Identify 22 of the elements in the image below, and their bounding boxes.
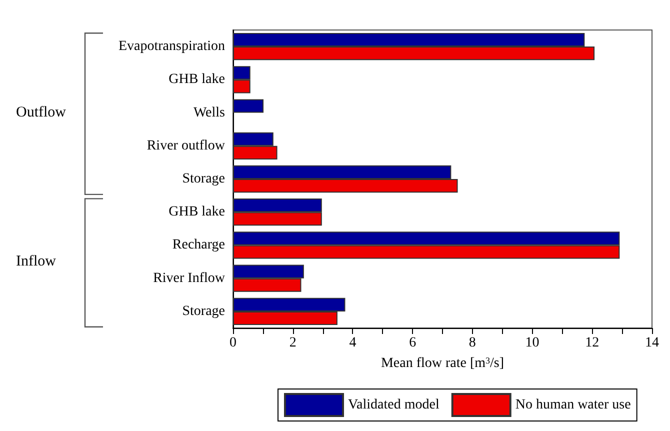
x-tick-label: 4 [349, 336, 356, 350]
x-tick-label: 2 [289, 336, 296, 350]
text: Inflow [16, 253, 56, 270]
y-tick-label: GHB lake [168, 72, 225, 88]
x-tick-label: 14 [645, 336, 659, 350]
y-tick-label: Storage [182, 304, 225, 319]
y-tick-label: Storage [182, 172, 225, 186]
text: Outflow [16, 104, 66, 120]
y-tick-label: Recharge [172, 238, 225, 253]
y-tick-label: Evapotranspiration [118, 39, 225, 54]
y-tick-label: River Inflow [153, 270, 226, 286]
y-tick-label: Wells [193, 105, 225, 120]
y-tick-label: River outflow [146, 138, 226, 154]
x-tick-label: 8 [468, 336, 476, 350]
legend-label: Validated model [348, 398, 440, 412]
x-tick-label: 10 [525, 336, 540, 350]
legend-label: No human water use [515, 398, 631, 412]
bar [233, 99, 264, 113]
x-tick-label: 12 [585, 336, 600, 350]
x-tick-label: 0 [230, 336, 236, 350]
x-tick-label: 6 [409, 336, 416, 350]
y-tick-label: GHB lake [168, 204, 225, 220]
